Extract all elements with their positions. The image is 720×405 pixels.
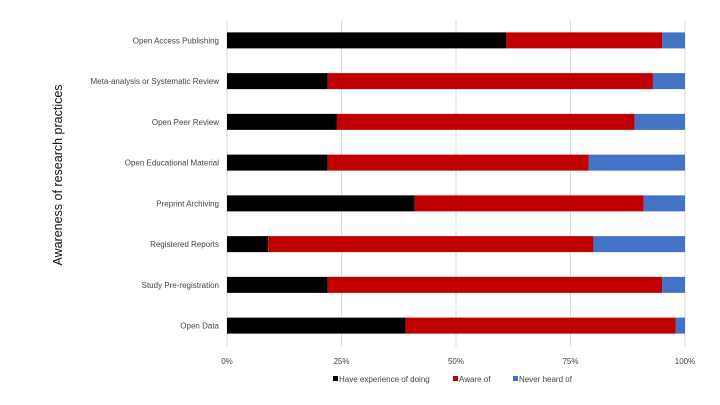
bar-segment: [414, 195, 644, 212]
x-tick-label: 75%: [562, 357, 578, 366]
legend: Have experience of doing Aware of Never he…: [333, 375, 573, 384]
legend-swatch: [453, 376, 458, 381]
category-label: Open Data: [180, 322, 219, 331]
y-axis-title: Awareness of research practices: [51, 84, 65, 265]
bar-segment: [506, 32, 663, 49]
category-label: Open Access Publishing: [133, 36, 219, 45]
gridlines: [226, 20, 686, 346]
category-label: Meta-analysis or Systematic Review: [91, 77, 220, 86]
bar-segment: [227, 276, 328, 293]
bar-segment: [227, 236, 269, 253]
category-labels: Open Access Publishing Meta-analysis or S…: [91, 36, 220, 330]
bar-segment: [675, 317, 685, 334]
bar-segment: [227, 113, 337, 130]
bar-segment: [327, 154, 589, 171]
bar-segment: [662, 32, 685, 49]
legend-swatch: [513, 376, 518, 381]
bar-segment: [227, 73, 328, 90]
bar-segment: [662, 276, 685, 293]
bar-segment: [405, 317, 676, 334]
legend-label: Have experience of doing: [339, 375, 430, 384]
category-label: Study Pre-registration: [142, 281, 219, 290]
bar-segment: [227, 317, 406, 334]
bar-segment: [227, 32, 507, 49]
bar-segment: [336, 113, 635, 130]
bar-segment: [227, 154, 328, 171]
category-label: Open Peer Review: [152, 118, 219, 127]
legend-swatch: [333, 376, 338, 381]
x-tick-label: 50%: [448, 357, 464, 366]
bar-segment: [327, 276, 663, 293]
bar-segment: [268, 236, 594, 253]
legend-label: Aware of: [459, 375, 491, 384]
bar-segment: [327, 73, 653, 90]
category-label: Registered Reports: [150, 240, 219, 249]
bar-segment: [588, 154, 685, 171]
bar-segment: [593, 236, 685, 253]
bar-segment: [227, 195, 415, 212]
category-label: Open Educational Material: [125, 159, 220, 168]
bar-segment: [634, 113, 685, 130]
bar-segment: [643, 195, 685, 212]
x-tick-label: 100%: [675, 357, 695, 366]
x-tick-label: 0%: [221, 357, 233, 366]
x-tick-label: 25%: [333, 357, 349, 366]
bars-group: [227, 32, 685, 334]
bar-segment: [652, 73, 685, 90]
legend-label: Never heard of: [519, 375, 573, 384]
category-label: Preprint Archiving: [156, 199, 219, 208]
x-tick-labels: 0% 25% 50% 75% 100%: [221, 357, 695, 366]
